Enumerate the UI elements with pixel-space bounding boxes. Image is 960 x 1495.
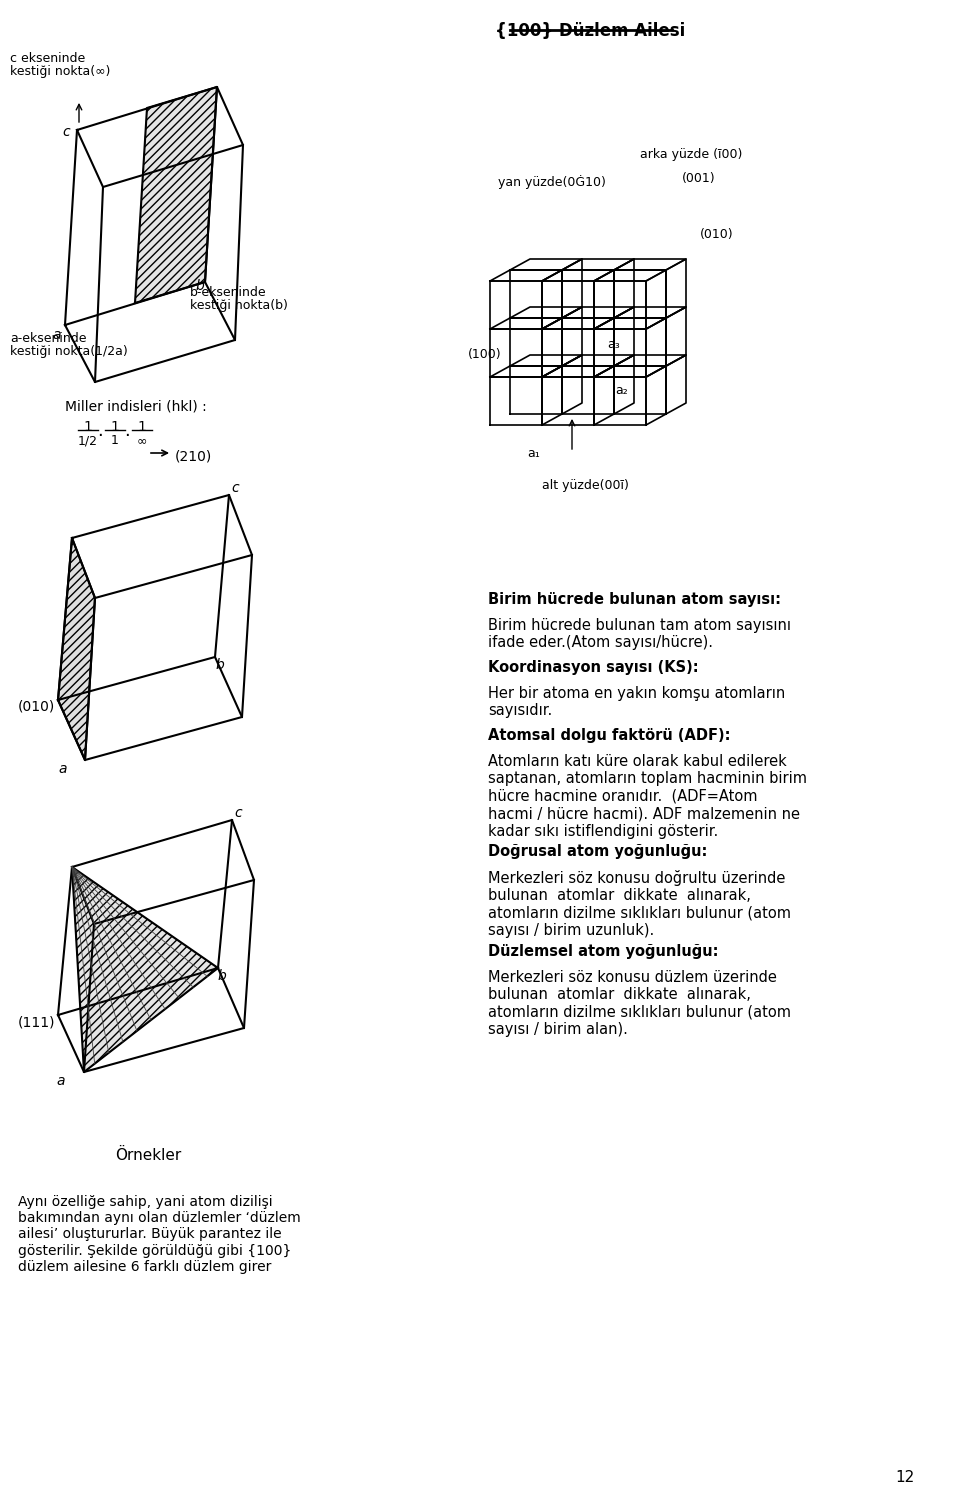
Text: kestiği nokta(b): kestiği nokta(b) xyxy=(190,299,288,312)
Text: Birim hücrede bulunan tam atom sayısını
ifade eder.(Atom sayısı/hücre).: Birim hücrede bulunan tam atom sayısını … xyxy=(488,617,791,650)
Text: a: a xyxy=(56,1073,64,1088)
Text: kestiği nokta(1/2a): kestiği nokta(1/2a) xyxy=(10,345,128,357)
Text: Miller indisleri (hkl) :: Miller indisleri (hkl) : xyxy=(65,401,206,414)
Text: (010): (010) xyxy=(18,700,56,715)
Text: b: b xyxy=(218,969,227,984)
Text: a: a xyxy=(58,762,66,776)
Text: (010): (010) xyxy=(700,229,733,241)
Text: 1: 1 xyxy=(84,420,92,434)
Polygon shape xyxy=(135,87,217,303)
Text: 1: 1 xyxy=(137,420,147,434)
Text: a-ekseninde: a-ekseninde xyxy=(10,332,86,345)
Text: (100): (100) xyxy=(468,348,502,360)
Text: yan yüzde(0Ġ10): yan yüzde(0Ġ10) xyxy=(498,175,606,188)
Text: a: a xyxy=(52,327,60,342)
Text: 1: 1 xyxy=(110,420,119,434)
Text: Her bir atoma en yakın komşu atomların
sayısıdır.: Her bir atoma en yakın komşu atomların s… xyxy=(488,686,785,719)
Text: (111): (111) xyxy=(18,1015,56,1029)
Text: ∞: ∞ xyxy=(137,434,147,447)
Text: a₃: a₃ xyxy=(608,338,620,351)
Text: arka yüzde (ī00): arka yüzde (ī00) xyxy=(640,148,742,161)
Text: c: c xyxy=(62,126,70,139)
Text: Birim hücrede bulunan atom sayısı:: Birim hücrede bulunan atom sayısı: xyxy=(488,592,781,607)
Text: 12: 12 xyxy=(896,1470,915,1485)
Text: alt yüzde(00ī): alt yüzde(00ī) xyxy=(542,478,629,492)
Text: Atomların katı küre olarak kabul edilerek
saptanan, atomların toplam hacminin bi: Atomların katı küre olarak kabul edilere… xyxy=(488,753,807,839)
Text: Doğrusal atom yoğunluğu:: Doğrusal atom yoğunluğu: xyxy=(488,845,708,860)
Text: Aynı özelliğe sahip, yani atom dizilişi
bakımından aynı olan düzlemler ‘düzlem
a: Aynı özelliğe sahip, yani atom dizilişi … xyxy=(18,1195,300,1274)
Text: c ekseninde: c ekseninde xyxy=(10,52,85,64)
Text: Örnekler: Örnekler xyxy=(115,1148,181,1163)
Text: {100} Düzlem Ailesi: {100} Düzlem Ailesi xyxy=(494,22,685,40)
Text: Merkezleri söz konusu düzlem üzerinde
bulunan  atomlar  dikkate  alınarak,
atoml: Merkezleri söz konusu düzlem üzerinde bu… xyxy=(488,970,791,1038)
Text: c: c xyxy=(231,481,239,495)
Text: Atomsal dolgu faktörü (ADF):: Atomsal dolgu faktörü (ADF): xyxy=(488,728,731,743)
Text: ·: · xyxy=(124,428,130,446)
Polygon shape xyxy=(72,867,218,1072)
Text: Koordinasyon sayısı (KS):: Koordinasyon sayısı (KS): xyxy=(488,659,699,676)
Text: (001): (001) xyxy=(682,172,715,185)
Text: a₁: a₁ xyxy=(528,447,540,460)
Text: 1/2: 1/2 xyxy=(78,434,98,447)
Text: a₂: a₂ xyxy=(615,384,629,398)
Text: Düzlemsel atom yoğunluğu:: Düzlemsel atom yoğunluğu: xyxy=(488,943,718,958)
Text: 1: 1 xyxy=(111,434,119,447)
Text: b: b xyxy=(215,658,224,671)
Text: Merkezleri söz konusu doğrultu üzerinde
bulunan  atomlar  dikkate  alınarak,
ato: Merkezleri söz konusu doğrultu üzerinde … xyxy=(488,870,791,939)
Text: ·: · xyxy=(97,428,103,446)
Text: b-ekseninde: b-ekseninde xyxy=(190,286,267,299)
Text: b: b xyxy=(196,280,204,293)
Text: kestiği nokta(∞): kestiği nokta(∞) xyxy=(10,64,110,78)
Text: (210): (210) xyxy=(175,450,212,463)
Text: c: c xyxy=(234,806,242,819)
Polygon shape xyxy=(58,538,95,759)
